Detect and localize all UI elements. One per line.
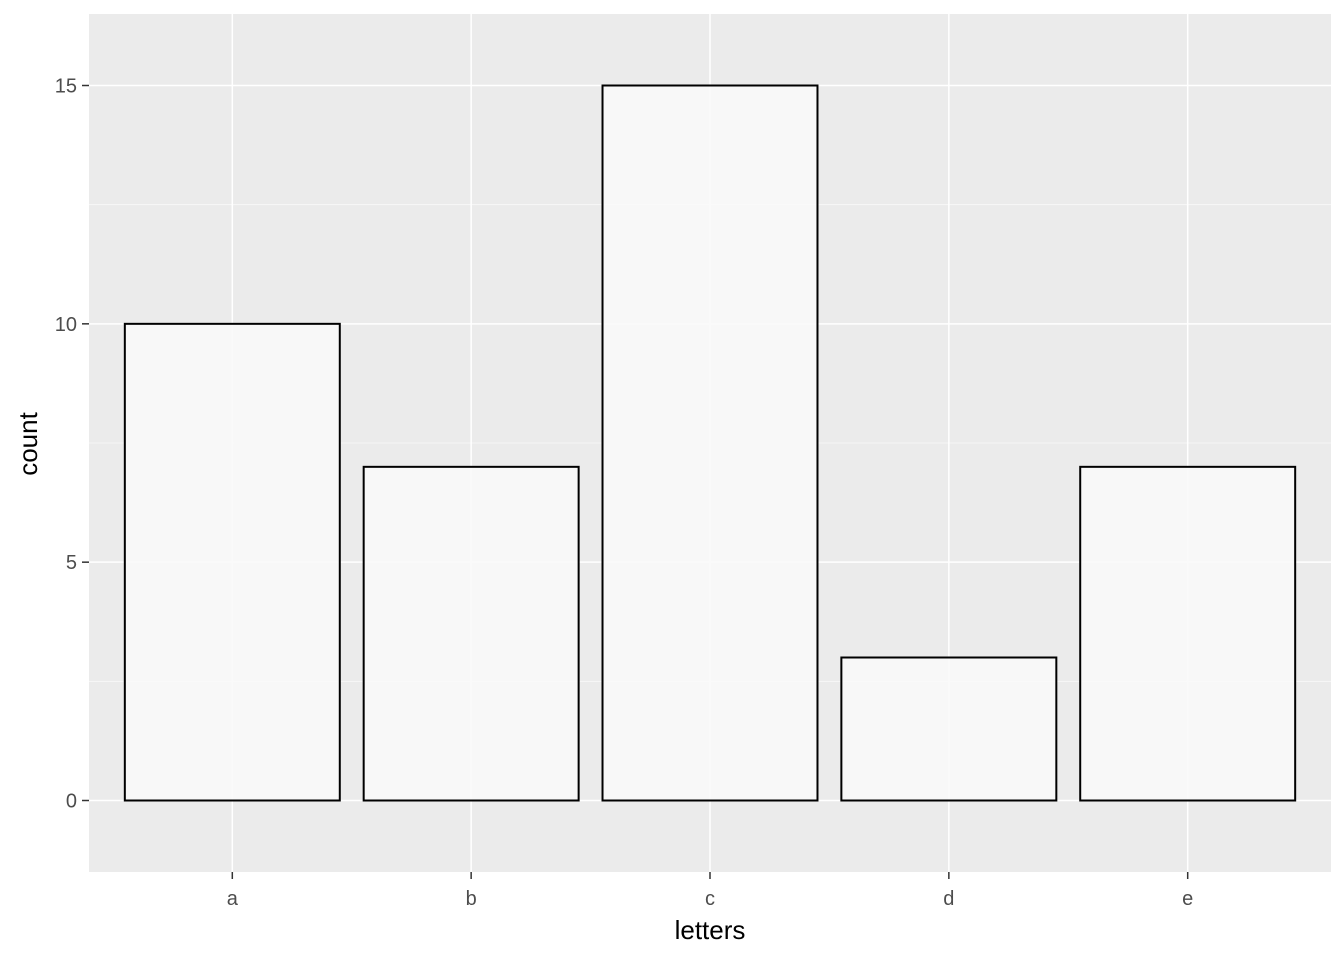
y-tick-label: 10	[55, 314, 77, 336]
x-tick-label: e	[1182, 888, 1193, 910]
bars	[123, 84, 1297, 802]
y-axis: 0 5 10 15	[55, 76, 89, 813]
y-tick-label: 15	[55, 76, 77, 98]
y-tick-label: 5	[66, 552, 77, 574]
x-axis: a b c d e	[227, 872, 1193, 910]
bar-c	[601, 84, 819, 802]
bar-d	[840, 656, 1058, 802]
y-tick-label: 0	[66, 791, 77, 813]
x-tick-label: d	[943, 888, 954, 910]
x-tick-label: a	[227, 888, 239, 910]
bar-a	[123, 322, 341, 802]
bar-e	[1079, 465, 1297, 802]
x-axis-title: letters	[675, 915, 746, 945]
y-axis-title: count	[13, 411, 43, 475]
x-tick-label: b	[466, 888, 477, 910]
x-tick-label: c	[705, 888, 715, 910]
bar-b	[362, 465, 580, 802]
